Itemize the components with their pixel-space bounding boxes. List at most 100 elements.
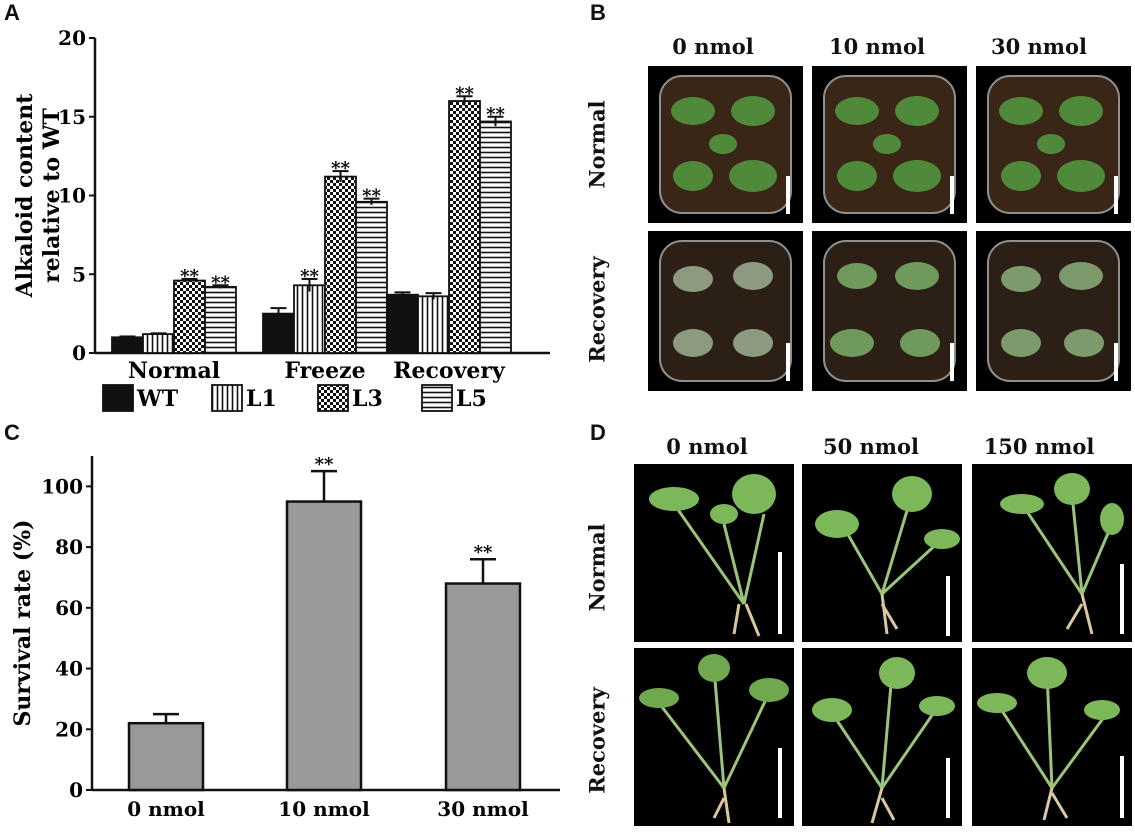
y-tick-label: 40: [55, 657, 83, 681]
legend-label: L1: [246, 386, 277, 412]
rosette-illustration: [659, 75, 792, 214]
y-tick-label: 100: [41, 474, 83, 498]
rosette-illustration: [823, 75, 956, 214]
scale-bar: [786, 343, 790, 381]
category-label: Normal: [128, 358, 220, 384]
legend-label: WT: [136, 386, 179, 412]
scale-bar: [1120, 564, 1124, 634]
seedling-illustration: [1000, 473, 1124, 635]
bar-L3: [324, 175, 357, 354]
plant-photo: [648, 231, 803, 391]
seedling-photo: [972, 648, 1132, 826]
scale-bar: [778, 552, 782, 634]
bar-L5: [479, 120, 512, 354]
col-header: 30 nmol: [990, 34, 1087, 59]
significance-mark: **: [455, 83, 474, 104]
category-label: Recovery: [393, 358, 506, 384]
bar: [444, 582, 522, 792]
legend-swatch-L5: [421, 384, 453, 412]
photo-grid-b: 0 nmol 10 nmol 30 nmol Normal Recovery: [580, 0, 1135, 420]
category-label: 0 nmol: [127, 797, 205, 821]
scale-bar: [1114, 176, 1118, 214]
significance-mark: **: [315, 454, 334, 475]
bar-WT: [111, 336, 144, 354]
panel-label-c: C: [4, 420, 20, 445]
y-tick-label: 20: [58, 26, 86, 50]
significance-mark: **: [486, 104, 505, 125]
y-axis-label: Alkaloid contentrelative to WT: [12, 93, 65, 299]
seedling-illustration: [639, 654, 789, 824]
category-label: Freeze: [284, 358, 365, 384]
y-tick-label: 0: [69, 778, 83, 802]
bar-L3: [173, 279, 206, 354]
col-header: 0 nmol: [672, 34, 754, 59]
seedling-illustration: [812, 657, 955, 824]
col-header: 150 nmol: [983, 434, 1095, 459]
row-header: Normal: [584, 100, 610, 189]
y-tick-label: 15: [58, 105, 86, 129]
bar: [127, 721, 205, 792]
category-label: 10 nmol: [278, 797, 370, 821]
y-tick-label: 0: [72, 341, 86, 365]
row-header: Normal: [584, 523, 610, 612]
col-header: 50 nmol: [822, 434, 919, 459]
bar-L3: [448, 100, 481, 354]
scale-bar: [950, 176, 954, 214]
bar-WT: [262, 312, 295, 354]
legend-label: L3: [352, 386, 383, 412]
seedling-photo: [802, 464, 962, 642]
y-tick-label: 5: [72, 262, 86, 286]
col-header: 0 nmol: [666, 434, 748, 459]
bar-L1: [293, 284, 326, 354]
row-header: Recovery: [584, 256, 610, 363]
scale-bar: [1114, 343, 1118, 381]
category-label: 30 nmol: [437, 797, 529, 821]
significance-mark: **: [331, 158, 350, 179]
scale-bar: [946, 758, 950, 818]
chart-a: 0 5 10 15 20 Alkaloid contentrelative to WT **…: [12, 26, 550, 412]
panel-label-a: A: [4, 0, 20, 25]
plant-photo: [812, 231, 967, 391]
photo-grid-d: 0 nmol 50 nmol 150 nmol Normal Recovery: [580, 420, 1135, 832]
scale-bar: [786, 176, 790, 214]
plant-photo: [812, 66, 967, 223]
legend-swatch-L3: [317, 384, 349, 412]
significance-mark: **: [211, 272, 230, 293]
y-tick-label: 80: [55, 535, 83, 559]
rosette-illustration: [987, 75, 1120, 214]
legend-swatch-WT: [102, 384, 134, 412]
seedling-photo: [634, 648, 794, 826]
y-tick-label: 20: [55, 717, 83, 741]
scale-bar: [946, 576, 950, 636]
seedling-illustration: [649, 474, 776, 637]
seedling-illustration: [815, 476, 960, 635]
y-axis-label: Survival rate (%): [10, 519, 36, 726]
plant-photo: [976, 231, 1131, 391]
rosette-illustration: [987, 240, 1120, 382]
scale-bar: [1120, 756, 1124, 818]
bar-WT: [386, 293, 419, 354]
seedling-photo: [972, 464, 1132, 642]
seedling-photo: [634, 464, 794, 642]
scale-bar: [778, 748, 782, 818]
y-axis-label-line: relative to WT: [39, 108, 65, 283]
legend-label: L5: [456, 386, 487, 412]
significance-mark: **: [474, 542, 493, 563]
bar-L1: [142, 333, 175, 354]
scale-bar: [950, 343, 954, 381]
plant-photo: [976, 66, 1131, 223]
significance-mark: **: [180, 266, 199, 287]
row-header: Recovery: [584, 687, 610, 794]
col-header: 10 nmol: [828, 34, 925, 59]
bar: [285, 500, 363, 792]
y-tick-label: 60: [55, 596, 83, 620]
bar-L1: [417, 295, 450, 354]
legend-swatch-L1: [211, 384, 243, 412]
y-axis-label-line: Alkaloid content: [12, 93, 38, 299]
bar-L5: [204, 285, 237, 354]
panel-label-d: D: [590, 420, 606, 445]
significance-mark: **: [362, 186, 381, 207]
seedling-photo: [802, 648, 962, 826]
plant-photo: [648, 66, 803, 223]
panel-label-b: B: [590, 0, 606, 25]
